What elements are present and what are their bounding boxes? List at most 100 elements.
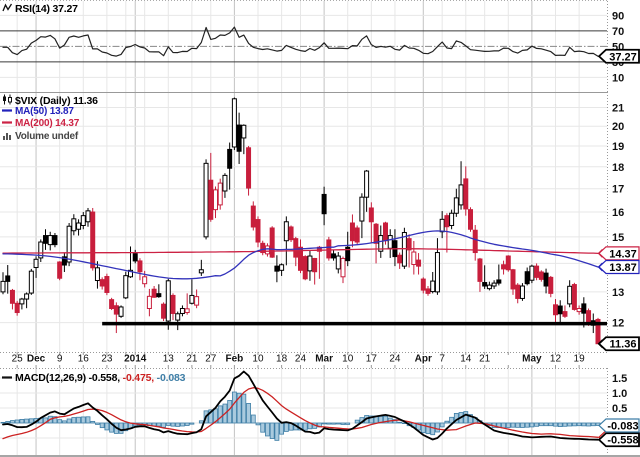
ma50-dash-icon <box>2 107 13 117</box>
candle-body <box>307 255 313 272</box>
candle-body <box>175 313 181 321</box>
candle-body <box>19 298 25 305</box>
rsi-axis-label: 10 <box>612 72 624 84</box>
macd-legend-hist: -0.083 <box>153 372 186 384</box>
macd-histogram-bar <box>279 422 285 435</box>
candle-body <box>231 98 237 148</box>
macd-line <box>2 370 599 441</box>
price-axis-label: 16 <box>612 207 624 219</box>
macd-histogram-bar <box>576 422 582 427</box>
candle-body <box>434 252 440 293</box>
candle-body <box>463 178 469 210</box>
macd-histogram-bar <box>61 420 67 424</box>
macd-histogram-bar <box>90 420 96 424</box>
candle-body <box>562 311 568 317</box>
macd-histogram-bar <box>246 403 251 424</box>
macd-histogram-bar <box>501 422 506 429</box>
macd-histogram-bar <box>104 422 110 431</box>
candle-body <box>165 280 171 322</box>
candle-body <box>151 288 157 298</box>
price-legend: $VIX (Daily) 11.36 <box>15 94 98 107</box>
candle-body <box>179 307 185 314</box>
macd-histogram-bar <box>28 418 34 424</box>
candle-body <box>439 218 445 233</box>
candle-body <box>387 235 393 249</box>
candle-body <box>515 284 521 299</box>
ma200-legend: MA(200) 14.37 <box>15 117 80 129</box>
price-value-box-text: 14.37 <box>609 248 637 260</box>
candle-body <box>227 148 233 169</box>
macd-legend-signal: -0.475, <box>119 372 155 384</box>
macd-histogram-bar <box>567 422 573 427</box>
macd-axis-label: 1.5 <box>612 373 627 385</box>
candle-body <box>510 269 516 290</box>
date-label: 18 <box>276 354 288 365</box>
candle-body <box>373 223 379 244</box>
candle-body <box>397 254 403 264</box>
macd-legend-row: MACD(12,26,9) -0.558, -0.475, -0.083 <box>2 373 185 384</box>
macd-histogram-bar <box>76 416 81 424</box>
macd-histogram-bar <box>118 422 124 434</box>
candle-body <box>104 276 110 293</box>
macd-histogram-bar <box>340 422 346 425</box>
candle-body <box>552 304 558 316</box>
macd-histogram-bar <box>52 416 58 424</box>
candle-body <box>472 229 478 254</box>
rsi-value-box <box>597 48 640 64</box>
macd-histogram-bar <box>260 422 266 433</box>
price-axis-label: 21 <box>612 102 624 114</box>
candle-body <box>411 251 417 265</box>
candle-body <box>345 246 351 262</box>
macd-histogram-bar <box>510 422 516 428</box>
candle-body <box>293 238 299 258</box>
candle-body <box>519 285 525 299</box>
volume-bars-icon <box>2 131 13 144</box>
macd-histogram-bar <box>548 422 554 427</box>
macd-histogram-bar <box>505 422 511 428</box>
candle-body <box>534 265 540 278</box>
candle-body <box>123 275 129 299</box>
candle-body <box>486 284 492 290</box>
candlestick-icon <box>2 94 13 108</box>
ma50-dash-icon-svg <box>2 108 12 112</box>
rsi-axis-label: 90 <box>612 10 624 22</box>
date-label: 10 <box>252 354 264 365</box>
date-label: 12 <box>550 354 562 365</box>
date-label: 25 <box>12 354 24 365</box>
macd-histogram-bar <box>165 422 171 426</box>
candle-body <box>184 308 190 314</box>
date-label: 14 <box>460 354 472 365</box>
macd-histogram-bar <box>80 416 86 424</box>
price-axis-label: 19 <box>612 141 624 153</box>
candle-body <box>349 222 355 242</box>
candle-body <box>420 278 426 291</box>
candle-body <box>297 246 303 271</box>
macd-histogram-bar <box>19 418 25 424</box>
candle-body <box>458 184 464 206</box>
macd-histogram-bar <box>524 422 530 428</box>
candle-body <box>170 294 176 314</box>
macd-dash-icon-svg <box>2 376 12 379</box>
macd-histogram-bar <box>71 417 77 424</box>
date-label: Dec <box>27 354 46 365</box>
price-axis-label: 15 <box>612 232 624 244</box>
candle-body <box>567 285 573 305</box>
candle-body <box>354 227 360 243</box>
candle-body <box>524 271 530 285</box>
candle-body <box>57 261 63 279</box>
macd-histogram-bar <box>231 391 237 424</box>
macd-histogram-bar <box>227 400 233 424</box>
candle-body <box>430 280 436 293</box>
ma200-dash-icon <box>2 119 13 129</box>
macd-axis-label: 1.0 <box>612 388 627 400</box>
rsi-legend-row: RSI(14) 37.27 <box>2 3 78 16</box>
candle-body <box>321 193 327 215</box>
candle-body <box>113 305 119 315</box>
candle-body <box>71 218 77 232</box>
candle-body <box>109 299 115 309</box>
candle-body <box>222 174 228 192</box>
candle-body <box>28 270 34 294</box>
candle-body <box>368 207 374 223</box>
macd-histogram-bar <box>553 422 558 427</box>
